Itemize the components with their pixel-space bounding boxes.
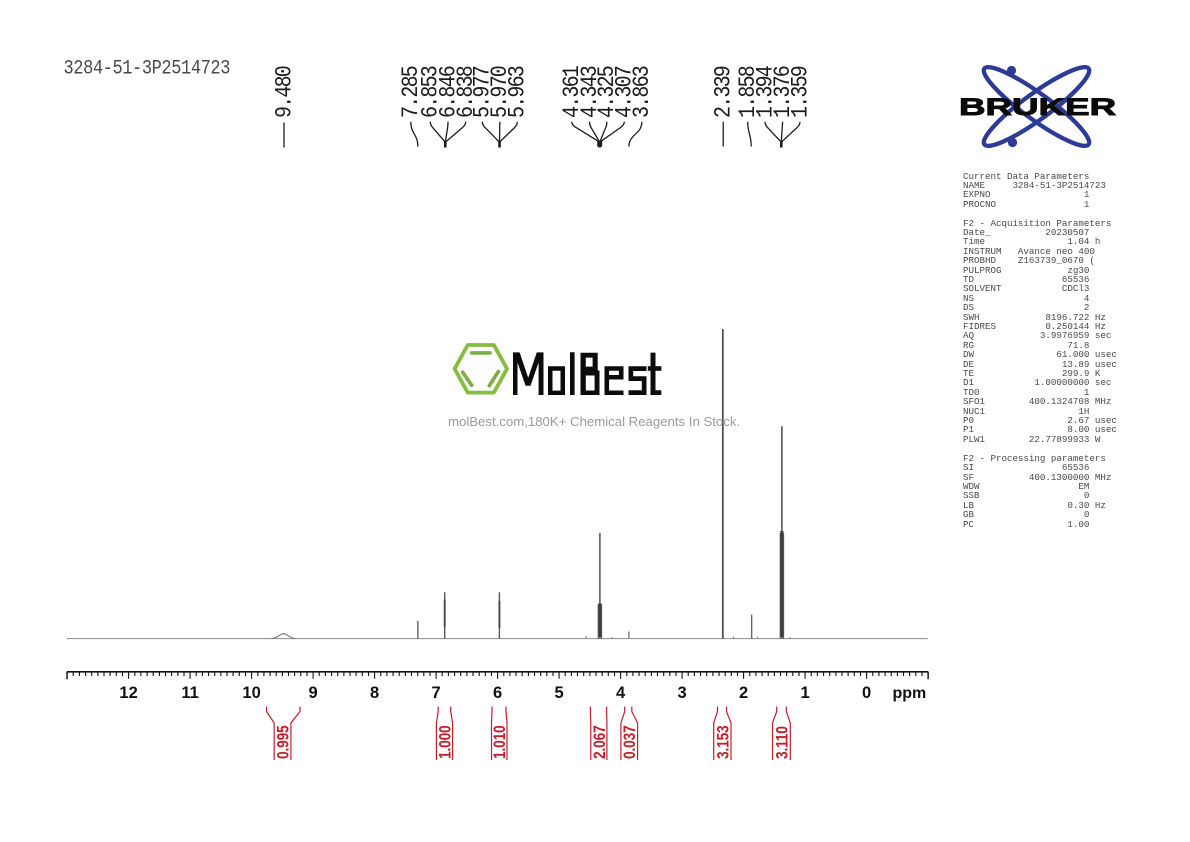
svg-text:4: 4 [616,684,626,702]
svg-text:5.963: 5.963 [506,66,532,118]
svg-text:6: 6 [493,684,502,702]
svg-text:5: 5 [555,684,564,702]
svg-text:1.376: 1.376 [771,66,797,118]
svg-text:3.153: 3.153 [714,725,732,759]
svg-text:BRUKER: BRUKER [959,93,1116,120]
svg-text:8: 8 [370,684,379,702]
svg-text:molBest.com,180K+ Chemical Rea: molBest.com,180K+ Chemical Reagents In S… [448,414,740,429]
svg-text:4.325: 4.325 [595,66,621,118]
svg-text:4.361: 4.361 [560,66,586,118]
svg-text:2: 2 [739,684,748,702]
svg-text:1.010: 1.010 [491,725,509,759]
svg-text:10: 10 [242,684,260,702]
svg-text:1: 1 [801,684,810,702]
svg-text:11: 11 [181,684,198,702]
svg-text:5.970: 5.970 [488,66,514,118]
svg-text:9.480: 9.480 [272,66,298,118]
svg-text:3: 3 [678,684,687,702]
svg-text:6.838: 6.838 [454,66,480,118]
svg-text:9: 9 [309,684,318,702]
svg-text:7: 7 [432,684,441,702]
svg-text:3.110: 3.110 [773,726,791,759]
svg-text:0.995: 0.995 [274,725,292,759]
svg-text:1.394: 1.394 [753,66,779,118]
svg-text:6.853: 6.853 [419,66,445,118]
svg-text:2.339: 2.339 [711,66,737,118]
svg-text:7.285: 7.285 [399,66,425,118]
svg-text:3284-51-3P2514723: 3284-51-3P2514723 [64,57,230,80]
svg-text:4.343: 4.343 [578,66,604,118]
svg-text:1.858: 1.858 [736,66,762,118]
svg-text:5.977: 5.977 [471,66,497,118]
svg-text:2.067: 2.067 [591,725,609,759]
svg-text:6.846: 6.846 [436,66,462,118]
svg-text:3.863: 3.863 [630,66,656,118]
svg-text:4.307: 4.307 [613,66,639,118]
svg-text:12: 12 [119,684,137,702]
svg-text:0: 0 [862,684,871,702]
svg-text:1.000: 1.000 [436,725,454,759]
svg-text:0.037: 0.037 [621,725,639,759]
svg-text:1.359: 1.359 [788,66,814,118]
svg-text:ppm: ppm [893,685,927,702]
